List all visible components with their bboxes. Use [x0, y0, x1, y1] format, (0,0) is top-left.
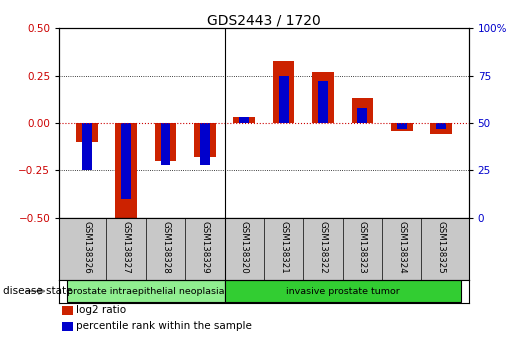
Text: GSM138325: GSM138325	[437, 221, 445, 274]
Text: GSM138324: GSM138324	[397, 221, 406, 274]
Bar	[391, 123, 413, 131]
Bar	[154, 123, 176, 161]
Bar	[397, 123, 407, 129]
Bar	[194, 123, 216, 157]
Bar	[352, 98, 373, 123]
Text: GSM138320: GSM138320	[240, 221, 249, 274]
Text: GSM138323: GSM138323	[358, 221, 367, 274]
Bar	[312, 72, 334, 123]
Bar	[273, 61, 295, 123]
Bar	[239, 117, 249, 123]
Text: GSM138328: GSM138328	[161, 221, 170, 274]
Bar	[233, 117, 255, 123]
Text: GSM138326: GSM138326	[82, 221, 91, 274]
Text: GSM138322: GSM138322	[318, 221, 328, 274]
FancyBboxPatch shape	[225, 280, 461, 302]
Text: invasive prostate tumor: invasive prostate tumor	[286, 287, 400, 296]
Bar	[279, 76, 288, 123]
Bar	[200, 123, 210, 165]
Bar	[318, 81, 328, 123]
Bar	[436, 123, 446, 129]
Text: percentile rank within the sample: percentile rank within the sample	[76, 321, 252, 331]
Text: disease state: disease state	[3, 286, 72, 296]
Text: GSM138321: GSM138321	[279, 221, 288, 274]
Text: GSM138327: GSM138327	[122, 221, 131, 274]
Text: prostate intraepithelial neoplasia: prostate intraepithelial neoplasia	[67, 287, 225, 296]
Bar	[430, 123, 452, 135]
Text: GSM138329: GSM138329	[200, 221, 210, 273]
Bar	[115, 123, 137, 218]
Bar	[357, 108, 367, 123]
Text: log2 ratio: log2 ratio	[76, 305, 127, 315]
FancyBboxPatch shape	[67, 280, 225, 302]
Bar	[62, 306, 73, 315]
Bar	[76, 123, 98, 142]
Bar	[62, 322, 73, 331]
Bar	[161, 123, 170, 165]
Bar	[121, 123, 131, 199]
Title: GDS2443 / 1720: GDS2443 / 1720	[207, 13, 321, 27]
Bar	[82, 123, 92, 170]
